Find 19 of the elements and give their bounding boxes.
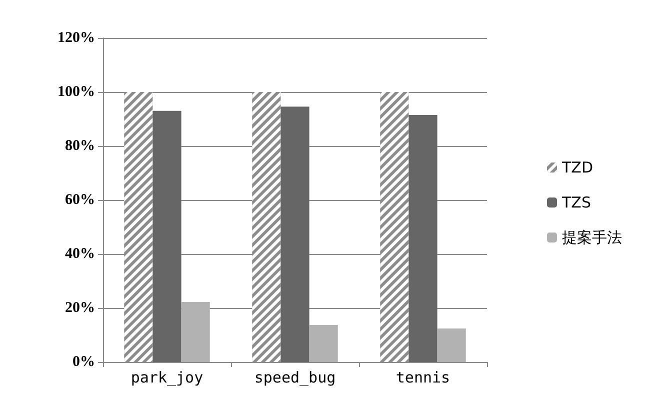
bar xyxy=(181,302,210,362)
x-tick-label: tennis xyxy=(396,368,450,386)
bar xyxy=(280,106,310,362)
y-tick-label: 60% xyxy=(65,192,95,208)
x-tick-label: park_joy xyxy=(130,368,204,386)
y-tick-label: 100% xyxy=(58,84,95,100)
y-tick-label: 120% xyxy=(58,30,95,46)
bar xyxy=(309,325,338,362)
bar xyxy=(408,114,438,362)
y-tick-label: 80% xyxy=(65,138,95,154)
legend-label: TZS xyxy=(561,194,591,212)
x-tick-label: speed_bug xyxy=(254,368,336,386)
y-tick-label: 40% xyxy=(65,246,95,262)
legend-label: 提案手法 xyxy=(562,228,622,246)
bar xyxy=(437,328,466,362)
legend-label: TZD xyxy=(561,158,593,176)
y-tick-label: 0% xyxy=(72,354,95,370)
bar xyxy=(152,110,182,362)
y-tick-label: 20% xyxy=(65,300,95,316)
